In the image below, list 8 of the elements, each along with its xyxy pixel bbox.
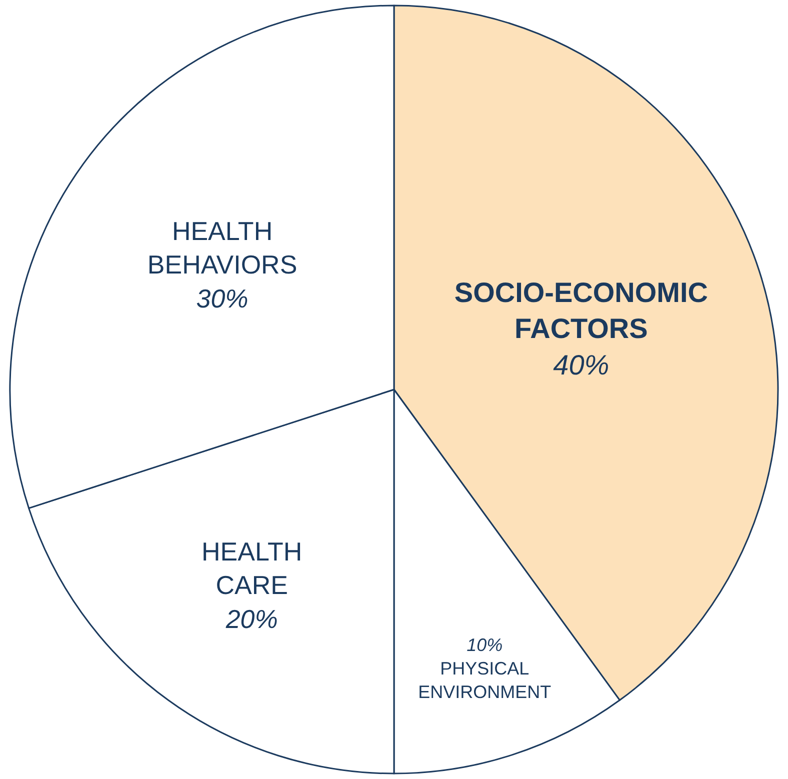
slice-label: SOCIO-ECONOMIC FACTORS	[454, 276, 708, 344]
data-label: 40%	[553, 350, 610, 381]
slice-label: HEALTH BEHAVIORS	[147, 216, 298, 280]
slice-label: PHYSICAL ENVIRONMENT	[418, 658, 552, 702]
data-label: 20%	[224, 604, 278, 634]
data-label: 10%	[466, 635, 503, 656]
slice-label: HEALTH CARE	[202, 536, 302, 600]
data-label: 30%	[196, 284, 248, 314]
